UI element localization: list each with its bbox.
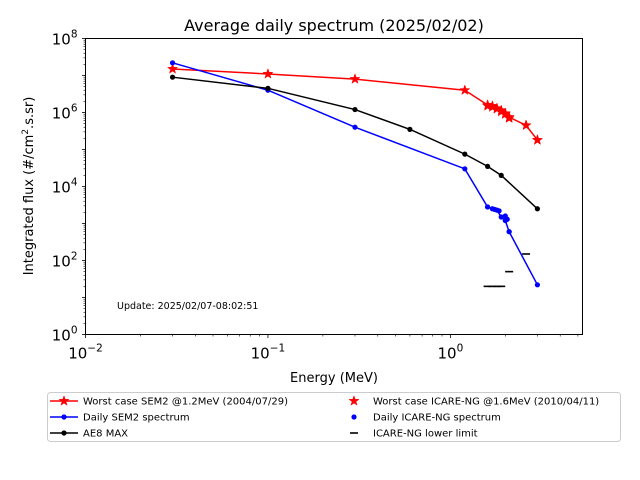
data-point [485, 163, 491, 169]
x-tick-label: 10−1 [251, 343, 286, 363]
legend-marker [58, 395, 70, 406]
x-tick-label: 100 [437, 343, 463, 363]
y-axis-ticks: 100 102 104 106 108 [52, 29, 86, 345]
y-tick-label: 106 [52, 103, 78, 123]
x-axis-ticks: 10−2 10−1 100 [68, 334, 579, 363]
series-3 [481, 100, 544, 145]
series-layer [166, 60, 544, 288]
legend-item: ICARE-NG lower limit [350, 429, 478, 440]
y-axis-label-superscript: 2 [21, 129, 31, 135]
data-point [492, 206, 498, 213]
data-point [169, 74, 176, 80]
legend-item: AE8 MAX [50, 429, 128, 440]
data-point [352, 106, 358, 113]
legend-marker [351, 414, 357, 420]
data-point [459, 84, 471, 96]
data-point [534, 206, 541, 212]
legend-item: Worst case SEM2 @1.2MeV (2004/07/29) [50, 395, 288, 408]
legend-label: ICARE-NG lower limit [373, 429, 478, 440]
data-point [262, 68, 274, 79]
legend-item: Worst case ICARE-NG @1.6MeV (2010/04/11) [348, 395, 599, 408]
data-point [169, 60, 176, 66]
data-point [531, 134, 544, 145]
y-axis-label-main: Integrated flux (#/cm [22, 135, 37, 276]
legend-label: Daily ICARE-NG spectrum [373, 413, 501, 424]
legend-label: AE8 MAX [83, 429, 128, 440]
legend-label: Daily SEM2 spectrum [83, 413, 190, 424]
x-axis-label: Energy (MeV) [290, 371, 378, 386]
series-4 [485, 204, 512, 235]
data-point [534, 282, 541, 288]
data-point [499, 108, 511, 120]
legend-label: Worst case SEM2 @1.2MeV (2004/07/29) [83, 397, 288, 408]
data-point [496, 208, 502, 214]
chart-title: Average daily spectrum (2025/02/02) [184, 16, 484, 35]
update-annotation: Update: 2025/02/07-08:02:51 [117, 301, 258, 312]
legend-frame [47, 392, 621, 442]
y-tick-label: 102 [52, 251, 78, 271]
data-point [491, 102, 503, 114]
legend-item: Daily SEM2 spectrum [50, 413, 190, 424]
legend-marker [348, 395, 360, 406]
data-point [498, 172, 504, 178]
data-point [498, 214, 504, 220]
y-axis-label: Integrated flux (#/cm2.s.sr) [21, 97, 37, 276]
x-tick-label: 10−2 [68, 343, 103, 363]
data-point [166, 63, 179, 74]
series-5 [483, 253, 531, 288]
data-point [503, 112, 515, 124]
data-point [485, 204, 491, 210]
data-point [504, 216, 510, 222]
data-point [506, 229, 512, 235]
y-tick-label: 104 [52, 177, 78, 197]
series-2 [169, 74, 541, 212]
y-tick-label: 108 [52, 29, 78, 49]
legend-marker [61, 414, 67, 420]
data-point [352, 124, 358, 130]
data-point [462, 151, 468, 157]
legend-item: Daily ICARE-NG spectrum [351, 413, 501, 424]
data-point [462, 166, 468, 172]
data-point [349, 73, 361, 84]
series-line [172, 76, 538, 210]
legend: Worst case SEM2 @1.2MeV (2004/07/29) Wors… [47, 392, 621, 442]
y-axis-label-tail: .s.sr) [22, 97, 37, 129]
y-tick-label: 100 [52, 325, 78, 345]
legend-label: Worst case ICARE-NG @1.6MeV (2010/04/11) [373, 397, 599, 408]
data-point [407, 126, 413, 132]
data-point [265, 85, 271, 91]
data-point [520, 119, 532, 131]
legend-marker [61, 430, 67, 436]
